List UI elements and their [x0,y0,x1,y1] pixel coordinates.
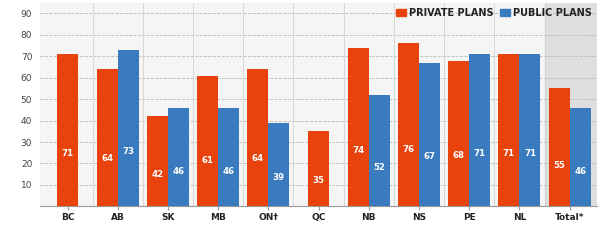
Text: 76: 76 [403,145,415,154]
Text: 71: 71 [61,148,74,157]
Bar [268,123,289,206]
Text: 64: 64 [101,154,113,163]
Text: 64: 64 [252,154,264,163]
Bar [369,95,390,206]
Text: 71: 71 [524,148,536,157]
Text: 46: 46 [172,167,185,176]
Bar [469,54,490,206]
Bar [569,108,590,206]
Text: 46: 46 [223,167,235,176]
Bar [97,69,118,206]
Text: 35: 35 [313,176,325,184]
Text: 61: 61 [202,156,214,165]
Text: 71: 71 [473,148,486,157]
Bar [545,3,597,206]
Bar [499,54,520,206]
Bar [448,61,469,206]
Bar [520,54,541,206]
Text: 46: 46 [574,167,586,176]
Text: 74: 74 [352,146,364,155]
Bar [247,69,268,206]
Text: 52: 52 [373,163,385,172]
Text: 73: 73 [122,147,134,156]
Bar [168,108,189,206]
Bar [308,131,329,206]
Legend: PRIVATE PLANS, PUBLIC PLANS: PRIVATE PLANS, PUBLIC PLANS [396,8,592,18]
Bar [347,48,369,206]
Bar [548,88,569,206]
Text: 55: 55 [553,161,565,170]
Bar [147,116,168,206]
Bar [118,50,139,206]
Text: 67: 67 [424,152,436,161]
Text: 39: 39 [273,173,285,182]
Bar [57,54,78,206]
Bar [197,76,218,206]
Bar [218,108,239,206]
Text: 71: 71 [503,148,515,157]
Text: 68: 68 [452,151,464,160]
Bar [398,43,419,206]
Text: 42: 42 [151,170,163,179]
Bar [419,63,440,206]
